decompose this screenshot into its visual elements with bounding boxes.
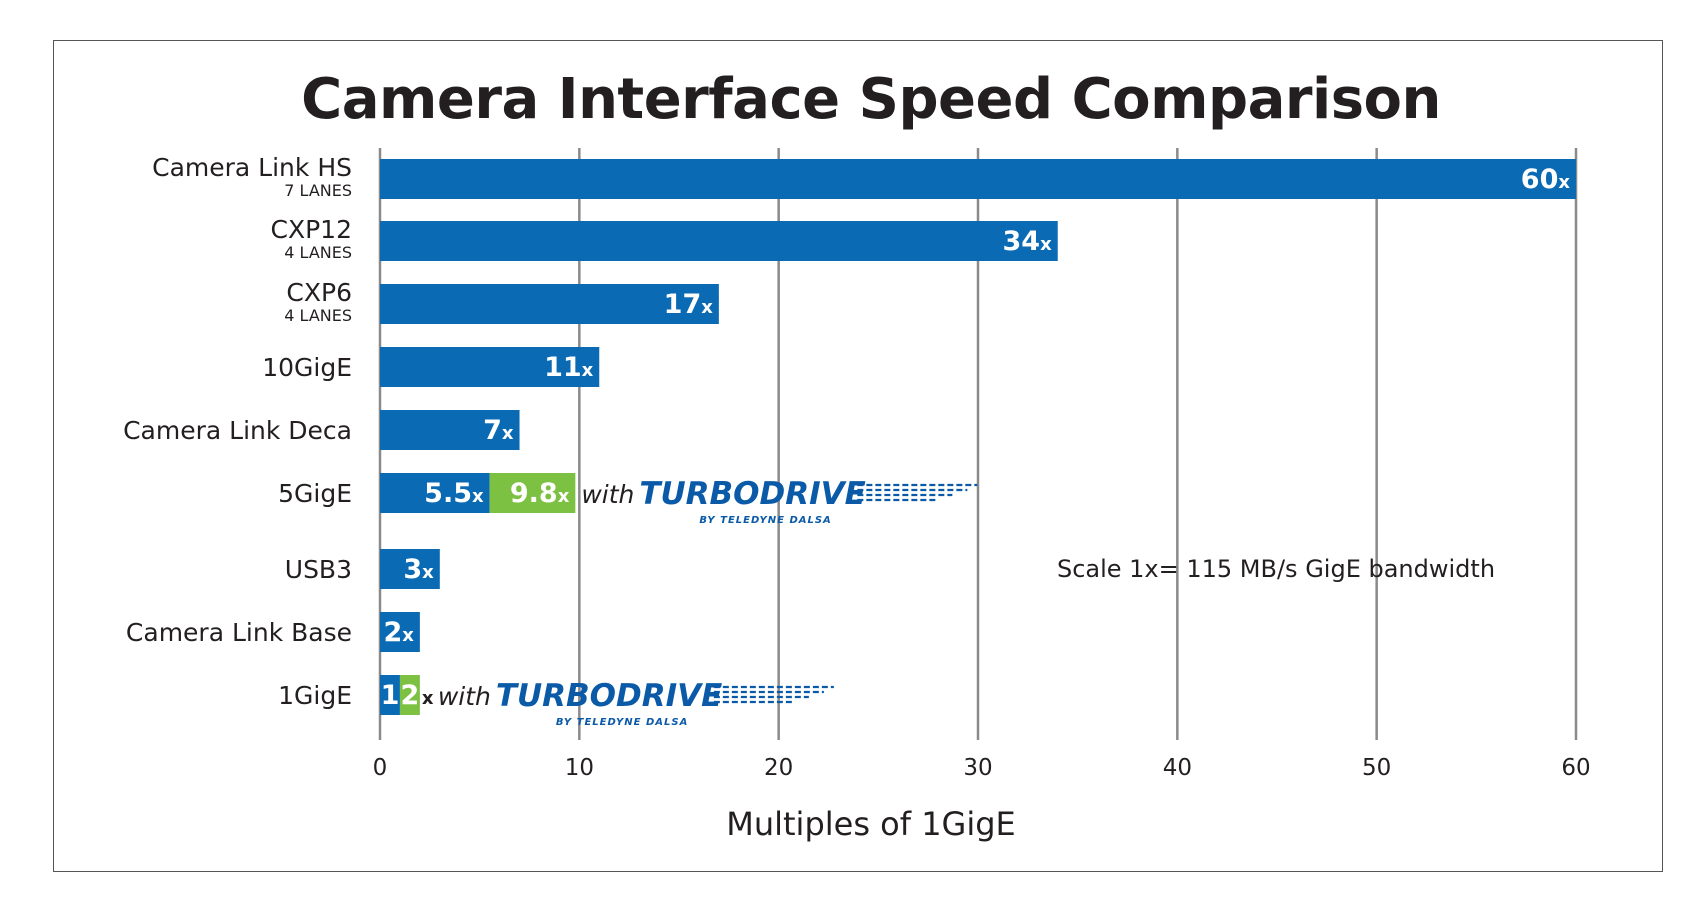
turbodrive-bar: [489, 473, 576, 513]
category-label: Camera Link Base: [126, 618, 352, 647]
turbodrive-with-label: with: [438, 682, 491, 711]
bar: [380, 675, 400, 715]
bar-value-label: 60x: [1521, 164, 1571, 195]
bar-value-label: 1: [381, 680, 400, 711]
turbodrive-logo-text: TURBODRIVE: [496, 678, 722, 714]
x-tick-label: 30: [963, 755, 992, 781]
category-label: 10GigE: [262, 353, 352, 382]
turbodrive-logo-text: TURBODRIVE: [639, 476, 865, 512]
category-label: 1GigE: [278, 681, 352, 710]
bar: [380, 612, 420, 652]
category-label: CXP6: [286, 278, 352, 307]
turbodrive-with-label: with: [581, 480, 634, 509]
x-tick-label: 20: [764, 755, 793, 781]
turbodrive-bar: [399, 675, 420, 715]
category-label: Camera Link Deca: [123, 416, 352, 445]
bar: [380, 221, 1058, 261]
bar: [380, 347, 600, 387]
bar: [380, 473, 490, 513]
chart-title: Camera Interface Speed Comparison: [301, 67, 1441, 132]
category-label: 5GigE: [278, 479, 352, 508]
category-sublabel: 7 LANES: [284, 181, 352, 200]
x-tick-label: 0: [373, 755, 388, 781]
x-tick-label: 40: [1163, 755, 1192, 781]
bar-value-label: 5.5x: [424, 478, 484, 509]
category-label: CXP12: [271, 215, 352, 244]
bar: [380, 410, 520, 450]
category-label: Camera Link HS: [152, 153, 352, 182]
bar: [380, 159, 1576, 199]
turbodrive-byline: BY TELEDYNE DALSA: [556, 717, 688, 728]
bar-value-label: 34x: [1003, 226, 1053, 257]
bar: [380, 284, 719, 324]
turbodrive-byline: BY TELEDYNE DALSA: [699, 515, 831, 526]
value-suffix: x: [422, 688, 434, 709]
category-sublabel: 4 LANES: [284, 306, 352, 325]
x-tick-label: 50: [1362, 755, 1391, 781]
chart-frame: [53, 40, 1663, 872]
category-label: USB3: [285, 555, 352, 584]
x-axis-label: Multiples of 1GigE: [726, 805, 1016, 843]
x-tick-label: 10: [565, 755, 594, 781]
x-tick-label: 60: [1561, 755, 1590, 781]
scale-note: Scale 1x= 115 MB/s GigE bandwidth: [1057, 555, 1495, 583]
bar: [380, 549, 440, 589]
category-sublabel: 4 LANES: [284, 243, 352, 262]
turbodrive-value-label: 2: [401, 680, 420, 711]
